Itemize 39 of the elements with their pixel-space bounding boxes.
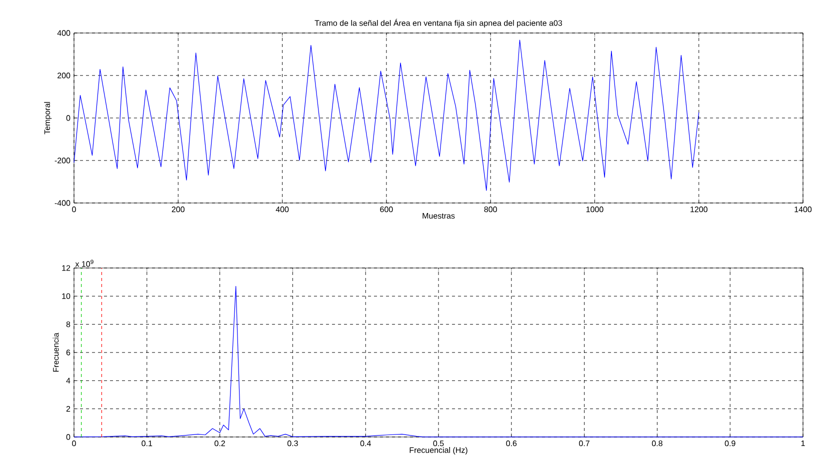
x-tick-label: 0.2 <box>214 440 225 446</box>
y-tick-label: 6 <box>66 350 70 356</box>
y-tick-label: 12 <box>62 265 70 271</box>
x-tick-label: 1000 <box>586 206 604 212</box>
y-axis-title: Frecuencia <box>52 332 59 372</box>
x-tick-label: 800 <box>484 206 497 212</box>
x-tick-label: 1 <box>801 440 805 446</box>
chart-title: Tramo de la señal del Área en ventana fija sin apnea del paciente a03 <box>314 18 562 28</box>
y-tick-label: 0 <box>66 115 70 121</box>
y-tick-label: 0 <box>66 434 70 440</box>
x-tick-label: 0 <box>72 440 76 446</box>
y-tick-label: -200 <box>54 158 70 164</box>
x-tick-label: 0.9 <box>724 440 736 446</box>
x-tick-label: 200 <box>172 206 185 212</box>
x-tick-label: 1400 <box>794 206 812 212</box>
x-tick-label: 0.1 <box>142 440 152 446</box>
y-tick-label: 10 <box>62 293 70 299</box>
x-axis-title: Frecuencial (Hz) <box>410 447 468 455</box>
line-series <box>74 286 804 438</box>
y-tick-label: 400 <box>57 30 70 36</box>
x-tick-label: 0.8 <box>652 440 662 446</box>
x-tick-label: 0.4 <box>360 440 371 446</box>
y-tick-label: 4 <box>66 378 70 384</box>
x-tick-label: 600 <box>380 206 393 212</box>
x-tick-label: 1200 <box>690 206 708 212</box>
text: x 10$^{9}$ <box>75 260 94 267</box>
x-tick-label: 0.7 <box>579 440 590 446</box>
x-axis-title: Muestras <box>422 213 455 219</box>
line-series <box>74 40 700 191</box>
y-tick-label: 2 <box>66 406 70 412</box>
y-tick-label: -400 <box>54 200 70 206</box>
x-tick-label: 0.5 <box>433 440 444 446</box>
y-axis-title: Temporal <box>44 102 52 134</box>
y-tick-label: 200 <box>58 72 70 78</box>
x-tick-label: 0.3 <box>287 440 298 446</box>
x-tick-label: 400 <box>276 206 289 212</box>
y-tick-label: 8 <box>66 321 70 328</box>
x-tick-label: 0.6 <box>506 440 517 446</box>
x-tick-label: 0 <box>72 206 76 212</box>
